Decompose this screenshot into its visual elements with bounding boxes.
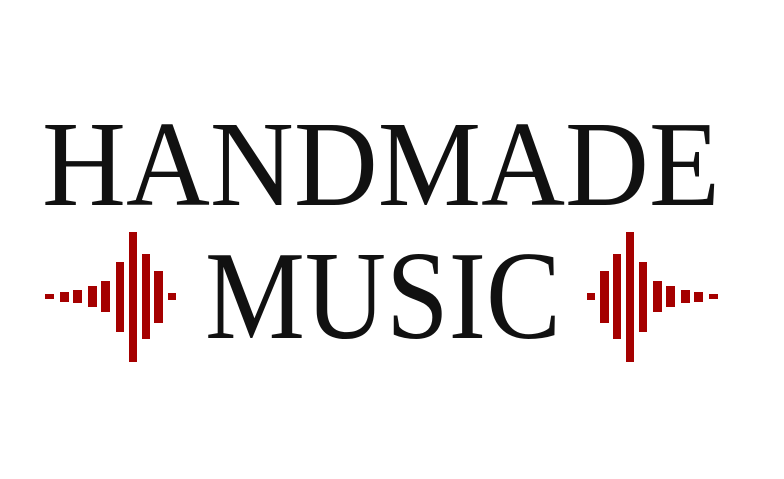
wave-bar — [587, 293, 595, 300]
wave-bar — [681, 290, 690, 303]
logo-line-music: MUSIC — [205, 227, 561, 366]
wave-bar — [639, 262, 647, 332]
wave-bar — [613, 254, 621, 339]
wave-bar — [626, 232, 634, 362]
wave-bar — [168, 293, 176, 300]
sound-wave-icon-left — [45, 232, 176, 362]
wave-bar — [73, 290, 82, 303]
wave-bar — [653, 281, 662, 312]
wave-bar — [694, 292, 703, 302]
wave-bar — [600, 271, 609, 323]
wave-bar — [88, 286, 97, 307]
logo-line-handmade: HANDMADE — [42, 97, 720, 232]
wave-bar — [116, 262, 124, 332]
wave-bar — [154, 271, 163, 323]
wave-bar — [129, 232, 137, 362]
wave-bar — [666, 286, 675, 307]
wave-bar — [709, 294, 718, 299]
wave-bar — [101, 281, 110, 312]
wave-bar — [142, 254, 150, 339]
wave-bar — [45, 294, 54, 299]
wave-bar — [60, 292, 69, 302]
sound-wave-icon-right — [587, 232, 718, 362]
